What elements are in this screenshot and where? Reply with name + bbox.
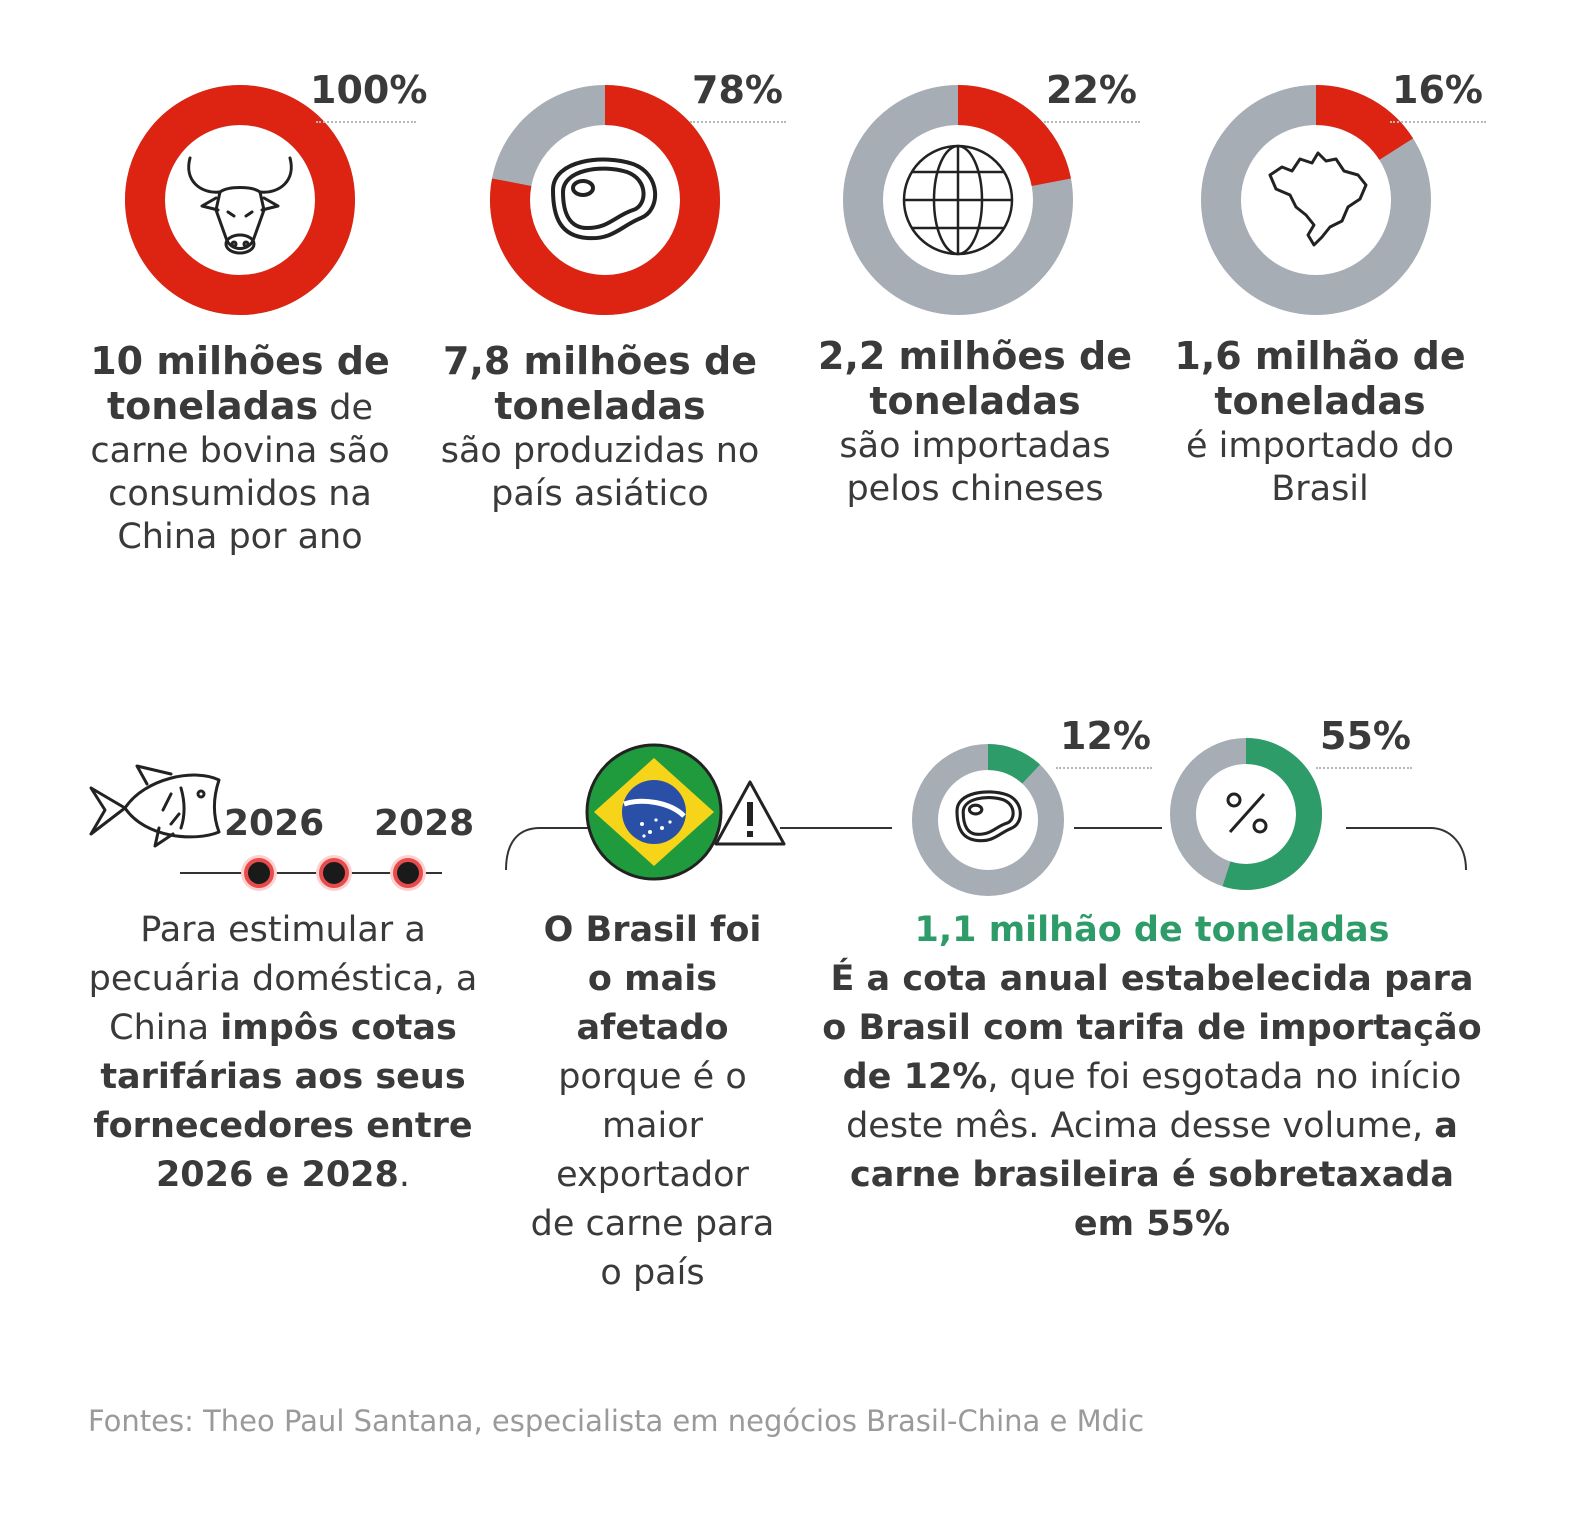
donut-slice bbox=[125, 85, 355, 315]
quotas-text: Para estimular a pecuária doméstica, a C… bbox=[88, 910, 478, 1048]
connector-line bbox=[505, 827, 1467, 871]
timeline-year-2026: 2026 bbox=[224, 803, 325, 844]
quotas-period: . bbox=[398, 1155, 411, 1195]
fish-icon bbox=[89, 764, 221, 848]
leader-line bbox=[1316, 767, 1412, 769]
brazil-flag-icon bbox=[585, 743, 723, 881]
affected-text: porque é o maior exportador de carne par… bbox=[530, 1057, 775, 1293]
stat-brazil: 1,6 milhão de toneladas é importado do Br… bbox=[1170, 335, 1470, 511]
timeline-dot bbox=[244, 858, 274, 888]
stat-consumption-text: de carne bovina são consumidos na China … bbox=[90, 388, 390, 557]
steak-icon bbox=[955, 790, 1022, 843]
stat-imports-bold: 2,2 milhões de toneladas bbox=[818, 334, 1132, 423]
affected-bold: O Brasil foi o mais afetado bbox=[543, 910, 762, 1048]
stat-production: 7,8 milhões de toneladas são produzidas n… bbox=[435, 340, 765, 516]
timeline-dot bbox=[319, 858, 349, 888]
leader-line bbox=[1044, 121, 1140, 123]
data-label-12: 12% bbox=[1060, 714, 1151, 758]
leader-line bbox=[690, 121, 786, 123]
percent-icon bbox=[1226, 792, 1268, 834]
warning-icon bbox=[714, 780, 786, 846]
stat-consumption: 10 milhões de toneladas de carne bovina … bbox=[55, 340, 425, 559]
leader-line bbox=[1056, 767, 1152, 769]
timeline-dot bbox=[393, 858, 423, 888]
donut-slice bbox=[1315, 85, 1414, 161]
donut-slice bbox=[490, 85, 720, 315]
donut-slice bbox=[987, 744, 1041, 784]
quotas-bold: impôs cotas tarifárias aos seus forneced… bbox=[93, 1008, 473, 1195]
quota-headline: 1,1 milhão de toneladas bbox=[914, 910, 1390, 950]
stat-consumption-bold: 10 milhões de toneladas bbox=[90, 339, 390, 428]
quota-bold-2: a carne brasileira é sobretaxada em 55% bbox=[849, 1106, 1458, 1244]
data-label-100: 100% bbox=[310, 68, 428, 112]
stat-production-text: são produzidas no país asiático bbox=[440, 431, 760, 514]
stat-imports: 2,2 milhões de toneladas são importadas p… bbox=[810, 335, 1140, 511]
quota-bold-1: É a cota anual estabelecida para o Brasi… bbox=[822, 959, 1482, 1097]
timeline-line bbox=[180, 872, 442, 874]
text-block-quota-tariff: 1,1 milhão de toneladas É a cota anual es… bbox=[818, 906, 1486, 1249]
donut-slice bbox=[1222, 738, 1322, 890]
stat-brazil-text: é importado do Brasil bbox=[1185, 426, 1455, 509]
text-block-brazil-affected: O Brasil foi o mais afetado porque é o ma… bbox=[530, 906, 775, 1298]
quota-text: , que foi esgotada no início deste mês. … bbox=[846, 1057, 1462, 1146]
stat-imports-text: são importadas pelos chineses bbox=[839, 426, 1111, 509]
stat-production-bold: 7,8 milhões de toneladas bbox=[443, 339, 757, 428]
donut-chart-consumption bbox=[125, 85, 355, 315]
bull-icon bbox=[187, 156, 293, 255]
data-label-78: 78% bbox=[692, 68, 783, 112]
stat-brazil-bold: 1,6 milhão de toneladas bbox=[1174, 334, 1466, 423]
donut-chart-imports bbox=[843, 85, 1073, 315]
timeline-year-2028: 2028 bbox=[374, 803, 475, 844]
brazil-map-icon bbox=[1268, 151, 1368, 247]
donut-chart-tariff-12 bbox=[912, 744, 1064, 896]
donut-slice bbox=[957, 85, 1071, 187]
leader-line bbox=[1390, 121, 1486, 123]
data-label-55: 55% bbox=[1320, 714, 1411, 758]
text-block-quotas: Para estimular a pecuária doméstica, a C… bbox=[78, 906, 488, 1200]
steak-icon bbox=[551, 157, 657, 241]
data-label-16: 16% bbox=[1392, 68, 1483, 112]
source-note: Fontes: Theo Paul Santana, especialista … bbox=[88, 1404, 1145, 1438]
donut-chart-tariff-55 bbox=[1170, 738, 1322, 890]
leader-line bbox=[316, 121, 416, 123]
globe-icon bbox=[902, 144, 1014, 256]
data-label-22: 22% bbox=[1046, 68, 1137, 112]
donut-chart-production bbox=[490, 85, 720, 315]
donut-chart-brazil bbox=[1201, 85, 1431, 315]
